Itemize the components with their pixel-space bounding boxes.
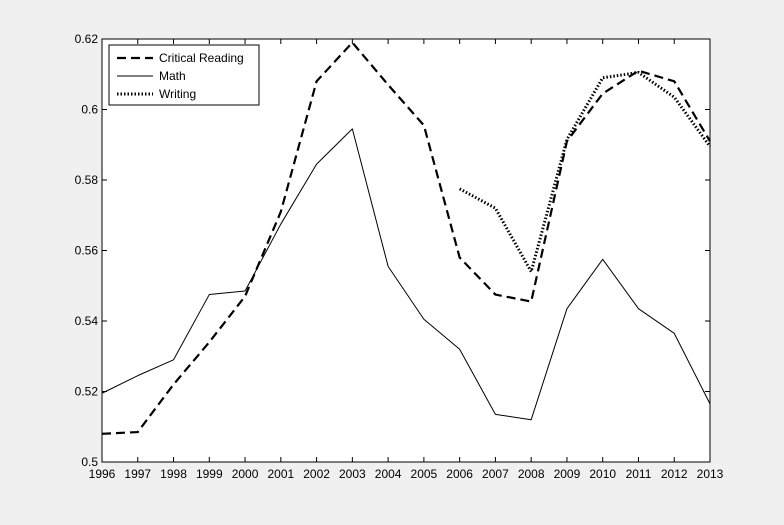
x-tick-label: 1996 <box>89 467 116 481</box>
legend: Critical Reading Math Writing <box>108 44 260 106</box>
y-tick-label: 0.58 <box>75 173 99 187</box>
y-tick-label: 0.6 <box>81 103 98 117</box>
x-tick-label: 1997 <box>124 467 151 481</box>
x-tick-label: 1998 <box>160 467 187 481</box>
x-tick-label: 2007 <box>482 467 509 481</box>
x-tick-label: 2012 <box>661 467 688 481</box>
series-line-math <box>101 128 711 421</box>
plot-area <box>101 38 711 463</box>
y-tick-label: 0.54 <box>75 314 99 328</box>
x-tick-label: 2004 <box>375 467 402 481</box>
x-tick-label: 2000 <box>232 467 259 481</box>
y-tick-label: 0.62 <box>75 32 99 46</box>
x-tick-label: 2013 <box>697 467 724 481</box>
x-tick-label: 2006 <box>446 467 473 481</box>
legend-label-math: Math <box>159 69 186 83</box>
legend-label-writing: Writing <box>159 87 196 101</box>
x-tick-label: 2005 <box>411 467 438 481</box>
y-tick-label: 0.5 <box>81 455 98 469</box>
x-tick-label: 2008 <box>518 467 545 481</box>
x-tick-label: 2011 <box>626 467 652 481</box>
y-tick-label: 0.52 <box>75 385 99 399</box>
series-line-critical-reading <box>101 41 711 435</box>
x-tick-label: 2003 <box>339 467 366 481</box>
series-lines <box>101 41 712 435</box>
x-tick-label: 2001 <box>267 467 294 481</box>
x-tick-label: 2010 <box>589 467 616 481</box>
x-tick-label: 1999 <box>196 467 223 481</box>
x-tick-label: 2002 <box>303 467 330 481</box>
y-tick-label: 0.56 <box>75 244 99 258</box>
axis-ticks: 1996 1997 1998 1999 2000 2001 2002 2003 2004 2005… <box>75 32 724 481</box>
legend-box <box>108 44 260 106</box>
series-line-writing <box>458 70 712 274</box>
x-tick-label: 2009 <box>554 467 581 481</box>
legend-label-critical-reading: Critical Reading <box>159 51 244 65</box>
